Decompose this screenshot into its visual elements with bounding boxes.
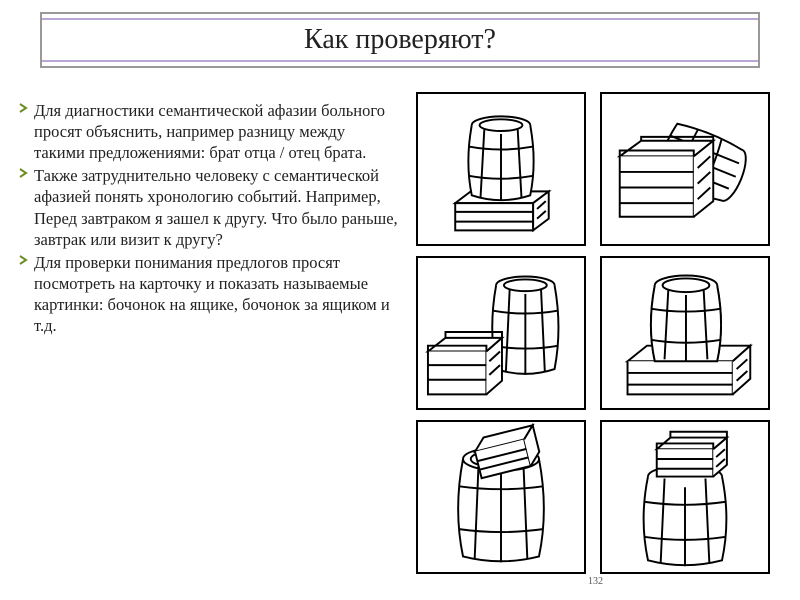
chevron-icon [18, 167, 30, 179]
title-rule-top [42, 18, 758, 20]
title-rule-bottom [42, 60, 758, 62]
cell-crate-on-barrel [600, 420, 770, 574]
bullet-item: Также затруднительно человеку с семантич… [18, 165, 398, 249]
cell-barrel-on-crate [416, 92, 586, 246]
bullet-text: Для проверки понимания предлогов просят … [34, 253, 390, 335]
chevron-icon [18, 102, 30, 114]
prepositions-figure: 132 [410, 86, 774, 588]
cell-barrel-beside-crate [416, 256, 586, 410]
cell-barrel-behind-crate [600, 92, 770, 246]
bullet-text: Для диагностики семантической афазии бол… [34, 101, 385, 162]
bullet-item: Для проверки понимания предлогов просят … [18, 252, 398, 336]
cell-crate-in-barrel [416, 420, 586, 574]
body-text: Для диагностики семантической афазии бол… [18, 100, 398, 338]
bullet-item: Для диагностики семантической афазии бол… [18, 100, 398, 163]
page-title: Как проверяют? [304, 24, 496, 56]
figure-page-number: 132 [588, 576, 603, 587]
title-frame: Как проверяют? [40, 12, 760, 68]
cell-barrel-in-crate [600, 256, 770, 410]
chevron-icon [18, 254, 30, 266]
bullet-text: Также затруднительно человеку с семантич… [34, 166, 398, 248]
